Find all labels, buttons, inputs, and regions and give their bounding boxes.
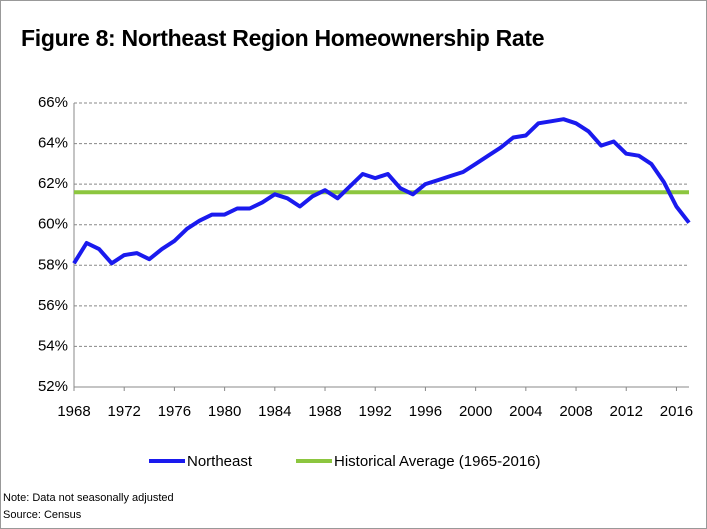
x-tick-label: 2008 (559, 403, 592, 420)
x-tick-label: 1996 (409, 403, 442, 420)
x-tick-label: 1988 (308, 403, 341, 420)
x-tick-label: 2016 (660, 403, 693, 420)
y-tick-label: 66% (38, 94, 68, 111)
x-tick-label: 2000 (459, 403, 492, 420)
chart-title: Figure 8: Northeast Region Homeownership… (21, 25, 545, 51)
legend-label: Northeast (187, 453, 253, 470)
y-tick-label: 56% (38, 297, 68, 314)
note: Note: Data not seasonally adjusted (3, 492, 174, 504)
series-line (72, 117, 691, 266)
x-tick-label: 1980 (208, 403, 241, 420)
x-tick-label: 2012 (610, 403, 643, 420)
y-tick-label: 64% (38, 135, 68, 152)
note: Source: Census (3, 509, 82, 521)
y-tick-label: 62% (38, 175, 68, 192)
y-tick-label: 52% (38, 378, 68, 395)
x-tick-label: 1992 (359, 403, 392, 420)
legend-label: Historical Average (1965-2016) (334, 453, 541, 470)
x-tick-label: 1976 (158, 403, 191, 420)
y-tick-label: 58% (38, 256, 68, 273)
x-tick-label: 1972 (108, 403, 141, 420)
y-tick-label: 54% (38, 337, 68, 354)
x-tick-label: 1984 (258, 403, 291, 420)
y-tick-label: 60% (38, 216, 68, 233)
x-tick-label: 1968 (57, 403, 90, 420)
x-tick-label: 2004 (509, 403, 542, 420)
